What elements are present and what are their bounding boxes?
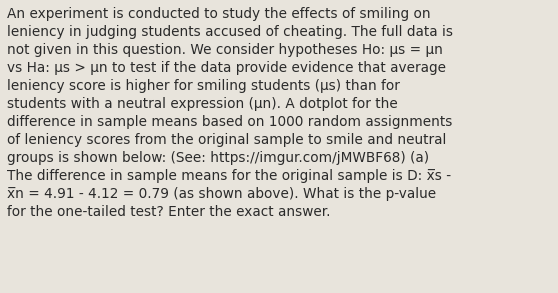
Text: The difference in sample means for the original sample is D: x̅s -: The difference in sample means for the o… xyxy=(7,169,451,183)
Text: x̅n = 4.91 - 4.12 = 0.79 (as shown above). What is the p-value: x̅n = 4.91 - 4.12 = 0.79 (as shown above… xyxy=(7,187,436,201)
Text: not given in this question. We consider hypotheses Ho: μs = μn: not given in this question. We consider … xyxy=(7,43,442,57)
Text: An experiment is conducted to study the effects of smiling on: An experiment is conducted to study the … xyxy=(7,7,430,21)
Text: of leniency scores from the original sample to smile and neutral: of leniency scores from the original sam… xyxy=(7,133,446,147)
Text: leniency score is higher for smiling students (μs) than for: leniency score is higher for smiling stu… xyxy=(7,79,400,93)
Text: difference in sample means based on 1000 random assignments: difference in sample means based on 1000… xyxy=(7,115,452,129)
Text: students with a neutral expression (μn). A dotplot for the: students with a neutral expression (μn).… xyxy=(7,97,397,111)
Text: vs Ha: μs > μn to test if the data provide evidence that average: vs Ha: μs > μn to test if the data provi… xyxy=(7,61,446,75)
Text: leniency in judging students accused of cheating. The full data is: leniency in judging students accused of … xyxy=(7,25,453,39)
Text: for the one-tailed test? Enter the exact answer.: for the one-tailed test? Enter the exact… xyxy=(7,205,330,219)
Text: groups is shown below: (See: https://imgur.com/jMWBF68) (a): groups is shown below: (See: https://img… xyxy=(7,151,429,165)
